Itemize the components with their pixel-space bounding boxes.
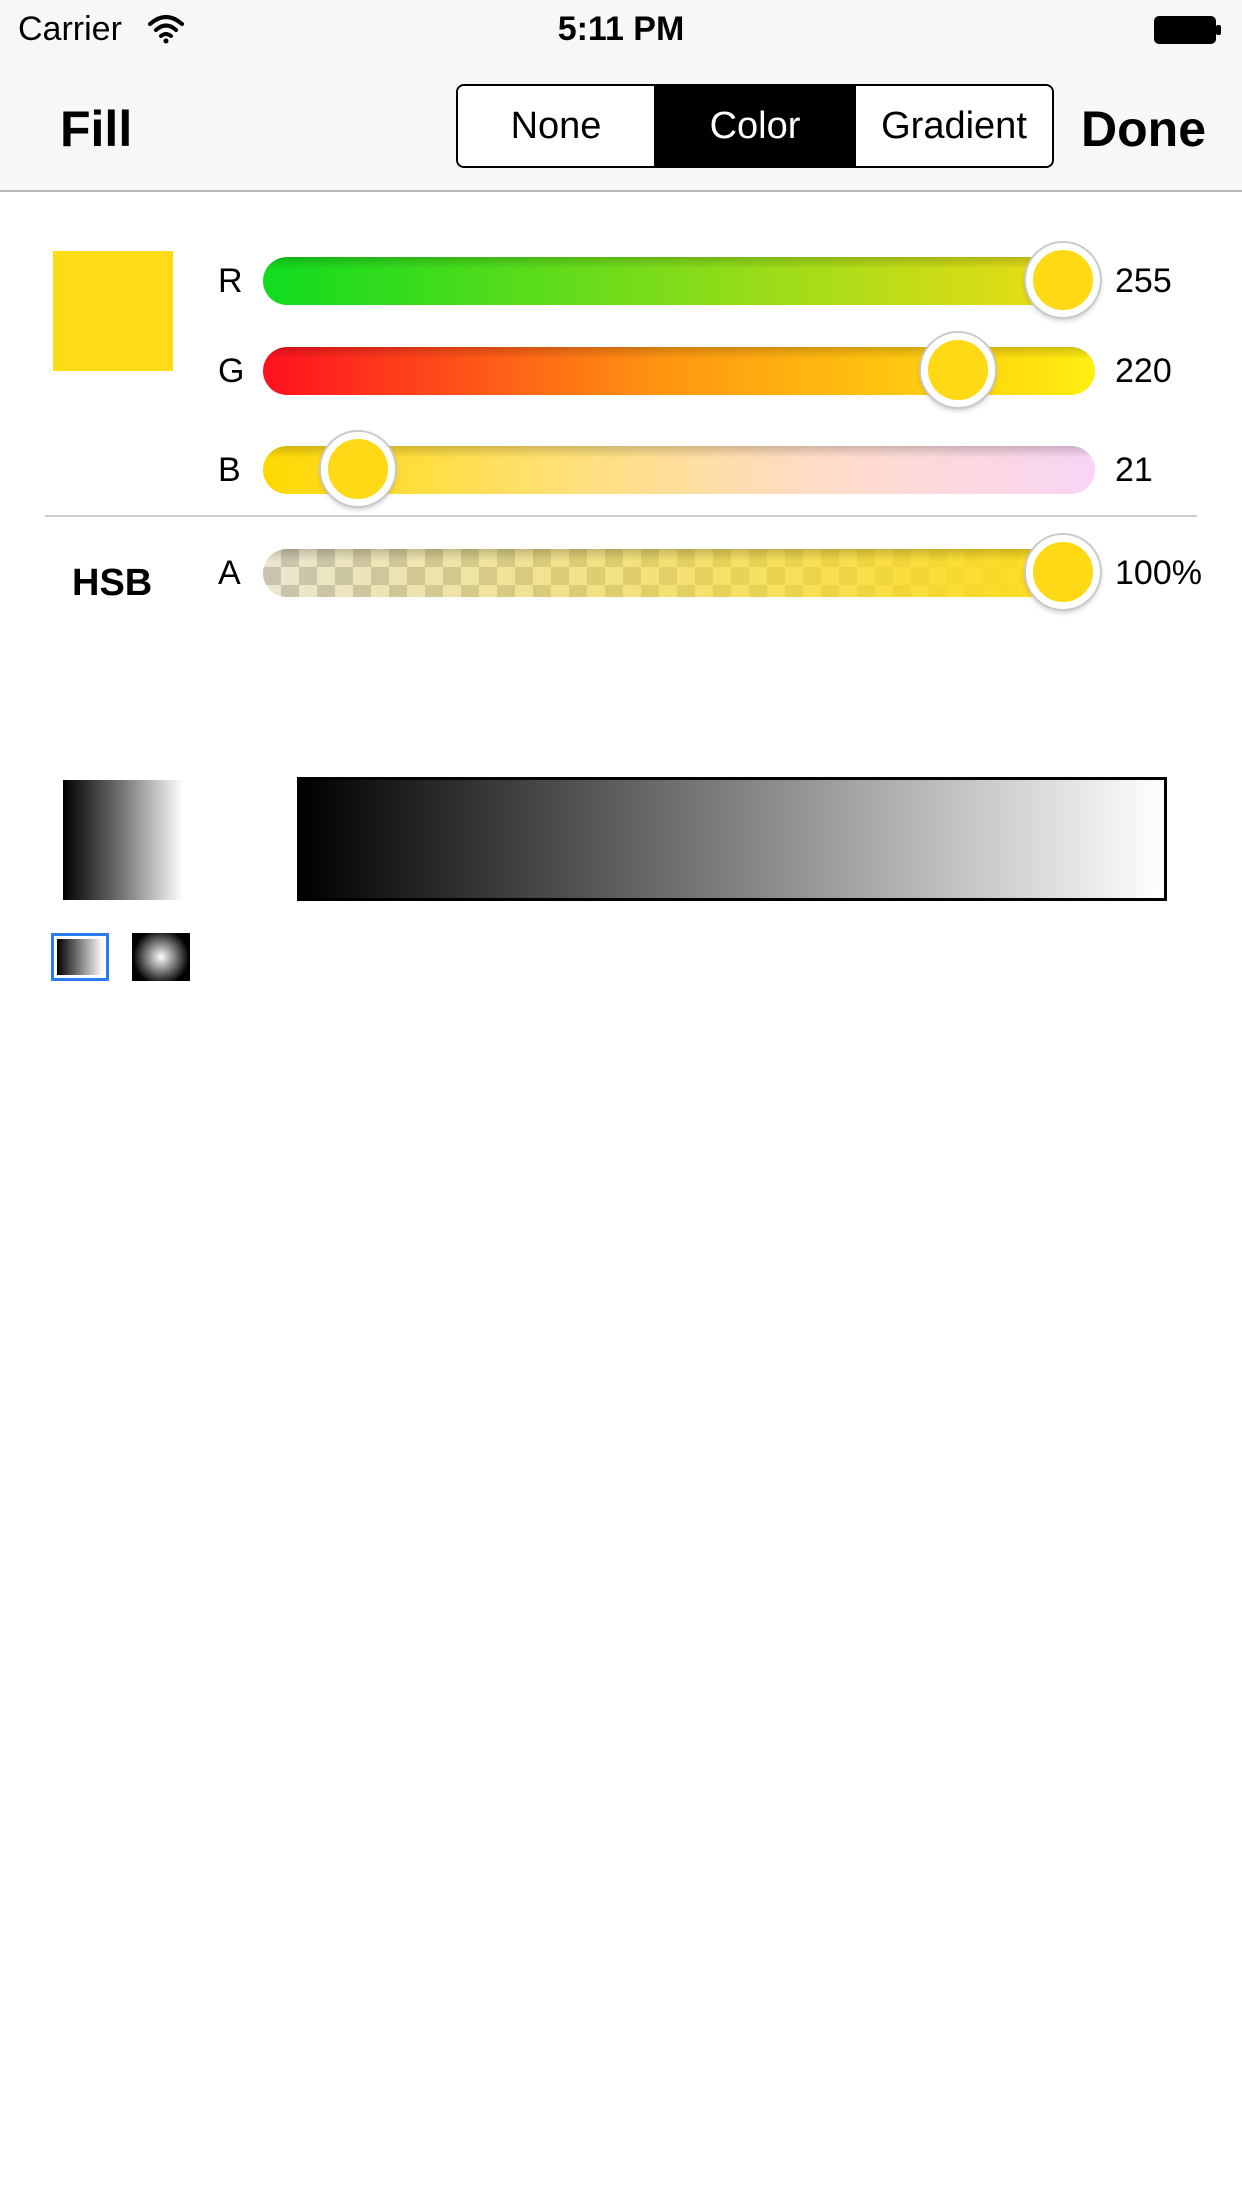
alpha-channel-value: 100% <box>1115 554 1202 592</box>
alpha-slider-thumb[interactable] <box>1026 535 1100 609</box>
color-swatch <box>53 251 173 371</box>
gradient-stops-bar[interactable] <box>297 777 1167 901</box>
alpha-gradient-overlay <box>263 549 1095 597</box>
fill-type-segmented-control: None Color Gradient <box>456 84 1054 168</box>
red-slider-track[interactable] <box>263 257 1095 305</box>
blue-channel-value: 21 <box>1115 451 1153 489</box>
carrier-label: Carrier <box>18 10 122 48</box>
navigation-bar: Fill None Color Gradient Done <box>0 60 1242 192</box>
hsb-mode-button[interactable]: HSB <box>72 562 153 604</box>
green-slider-thumb[interactable] <box>920 333 995 407</box>
track-shade <box>263 446 1095 458</box>
status-time: 5:11 PM <box>557 10 685 48</box>
battery-icon <box>1154 16 1221 44</box>
segment-color[interactable]: Color <box>654 86 854 166</box>
wifi-icon <box>148 15 184 44</box>
alpha-channel-label: A <box>218 554 241 592</box>
segment-gradient[interactable]: Gradient <box>854 86 1052 166</box>
track-shade <box>263 347 1095 359</box>
radial-gradient-button[interactable] <box>132 933 190 981</box>
page-title: Fill <box>60 101 133 157</box>
red-channel-label: R <box>218 262 243 300</box>
linear-gradient-icon <box>57 939 103 975</box>
red-channel-value: 255 <box>1115 262 1172 300</box>
segment-none[interactable]: None <box>458 86 654 166</box>
divider <box>45 515 1197 517</box>
track-shade <box>263 549 1095 561</box>
status-bar: Carrier 5:11 PM <box>0 0 1242 60</box>
blue-channel-label: B <box>218 451 241 489</box>
done-button[interactable]: Done <box>1081 101 1206 157</box>
red-slider-thumb[interactable] <box>1026 243 1100 317</box>
green-channel-value: 220 <box>1115 352 1172 390</box>
blue-slider-track[interactable] <box>263 446 1095 494</box>
blue-slider-thumb[interactable] <box>321 432 396 506</box>
gradient-preview <box>63 780 183 900</box>
track-shade <box>263 257 1095 269</box>
green-channel-label: G <box>218 352 245 390</box>
linear-gradient-button[interactable] <box>51 933 109 981</box>
alpha-slider-track[interactable] <box>263 549 1095 597</box>
